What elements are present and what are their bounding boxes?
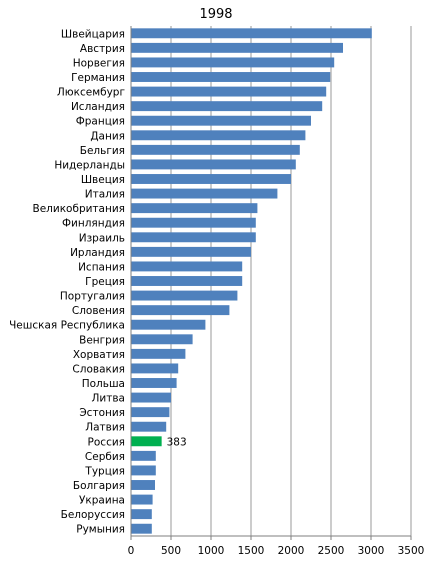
data-labels: 383 [167, 436, 187, 448]
category-label: Болгария [73, 480, 125, 492]
chart-title: 1998 [199, 7, 232, 22]
x-tick-label: 1000 [198, 545, 225, 557]
category-label: Исландия [71, 101, 125, 113]
bar-6 [131, 101, 323, 112]
bar-19 [131, 290, 238, 301]
x-tick-label: 3500 [398, 545, 425, 557]
category-label: Италия [85, 189, 125, 201]
category-label: Великобритания [33, 203, 126, 215]
bar-18 [131, 276, 243, 286]
category-label: Словакия [72, 363, 125, 375]
category-label: Испания [78, 261, 125, 273]
category-label: Словения [72, 305, 125, 317]
bar-34 [131, 509, 152, 520]
bar-10 [131, 159, 296, 170]
data-label: 383 [167, 436, 187, 448]
bar-24 [131, 363, 179, 374]
bar-31 [131, 465, 156, 476]
bar-4 [131, 72, 331, 82]
bar-8 [131, 130, 306, 141]
category-label: Германия [71, 72, 125, 84]
x-tick-label: 1500 [238, 545, 265, 557]
category-label: Люксембург [57, 87, 125, 99]
bar-20 [131, 305, 230, 316]
bar-35 [131, 523, 152, 534]
bar-15 [131, 232, 256, 243]
bar-11 [131, 174, 291, 184]
category-label: Турция [84, 465, 125, 477]
bar-21 [131, 319, 206, 330]
category-label: Латвия [85, 422, 125, 434]
bar-16 [131, 246, 251, 257]
category-label: Венгрия [79, 334, 125, 346]
bar-33 [131, 494, 153, 505]
category-label: Франция [76, 116, 125, 128]
category-label: Дания [90, 130, 125, 142]
x-tick-label: 3000 [358, 545, 385, 557]
bar-14 [131, 217, 256, 228]
bar-22 [131, 334, 193, 345]
category-label: Норвегия [73, 57, 125, 69]
x-tick-label: 2500 [318, 545, 345, 557]
category-label: Сербия [85, 451, 125, 463]
category-label: Швеция [81, 174, 125, 186]
x-tick-label: 2000 [278, 545, 305, 557]
bar-28 [131, 421, 167, 432]
bar-27 [131, 407, 170, 418]
x-tick-label: 0 [128, 545, 135, 557]
category-label: Эстония [79, 407, 125, 419]
bar-29 [131, 436, 162, 447]
bar-17 [131, 261, 243, 272]
category-label: Россия [88, 436, 125, 448]
bar-7 [131, 115, 311, 126]
bars [131, 28, 372, 534]
bar-2 [131, 42, 343, 53]
bar-9 [131, 144, 300, 155]
category-label: Белоруссия [61, 509, 125, 521]
bar-13 [131, 203, 258, 214]
bar-30 [131, 450, 156, 461]
category-label: Хорватия [73, 349, 125, 361]
category-label: Нидерланды [54, 159, 125, 171]
category-label: Греция [85, 276, 125, 288]
category-label: Финляндия [62, 218, 125, 230]
bar-1 [131, 28, 372, 39]
category-label: Польша [82, 378, 125, 390]
category-label: Литва [92, 393, 125, 405]
category-label: Бельгия [80, 145, 125, 157]
category-labels: Швейцария Австрия Норвегия Германия Люксембу… [9, 28, 125, 535]
category-label: Ирландия [70, 247, 125, 259]
category-label: Чешская Республика [9, 320, 125, 332]
x-tick-label: 500 [161, 545, 181, 557]
bar-23 [131, 348, 186, 359]
category-label: Израиль [79, 232, 125, 244]
category-label: Румыния [76, 524, 125, 536]
x-axis: 0 500 1000 1500 2000 2500 3000 3500 [128, 26, 425, 557]
bar-3 [131, 57, 335, 68]
bar-12 [131, 188, 278, 199]
category-label: Украина [79, 495, 125, 507]
bar-32 [131, 480, 155, 490]
bar-25 [131, 378, 177, 388]
category-label: Португалия [60, 291, 125, 303]
category-label: Швейцария [61, 28, 125, 40]
bar-5 [131, 86, 327, 97]
category-label: Австрия [80, 43, 125, 55]
bar-26 [131, 392, 171, 403]
